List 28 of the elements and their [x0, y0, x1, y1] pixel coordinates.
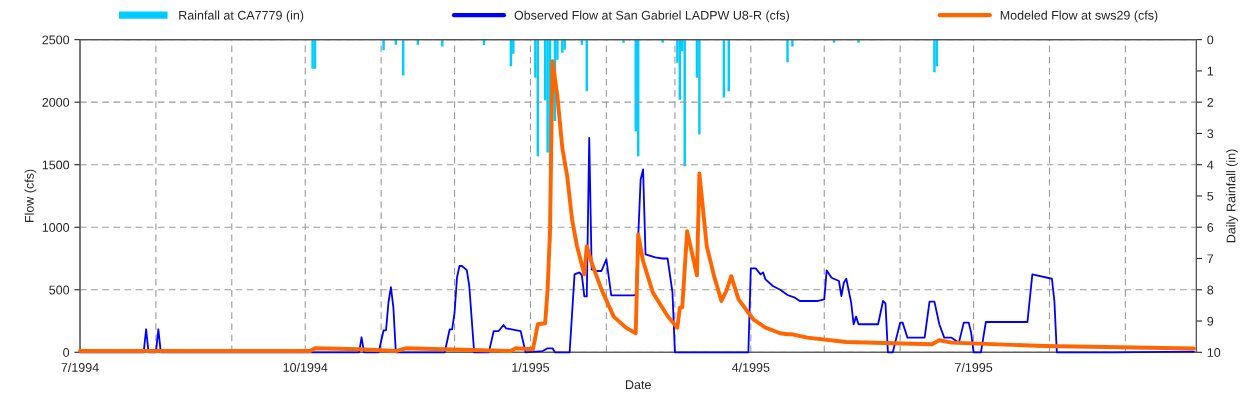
y-tick-label: 2500	[42, 35, 70, 45]
x-tick-label: 7/1995	[955, 362, 993, 372]
y-tick-label: 2000	[42, 97, 70, 107]
y2-tick-label: 6	[1207, 223, 1214, 232]
y2-axis-title: Daily Rainfall (in)	[1226, 149, 1238, 243]
y-tick-label: 1000	[42, 223, 70, 232]
y-tick-label: 1500	[42, 160, 70, 170]
x-tick-label: 7/1994	[61, 362, 99, 372]
legend-label: Rainfall at CA7779 (in)	[179, 10, 304, 23]
y-axis-title: Flow (cfs)	[24, 169, 37, 223]
y2-tick-label: 7	[1207, 254, 1214, 264]
y2-tick-label: 5	[1207, 191, 1214, 201]
x-tick-label: 10/1994	[283, 362, 328, 372]
y2-tick-label: 2	[1207, 97, 1214, 107]
y2-tick-label: 3	[1207, 129, 1214, 139]
y-tick-label: 500	[49, 285, 70, 295]
y2-tick-label: 9	[1207, 316, 1214, 326]
y2-tick-label: 4	[1207, 160, 1214, 170]
y2-tick-label: 8	[1207, 285, 1214, 295]
y2-tick-label: 1	[1207, 66, 1214, 76]
y2-tick-label: 10	[1207, 348, 1221, 357]
legend-label: Observed Flow at San Gabriel LADPW U8-R (cfs)	[514, 10, 789, 23]
x-tick-label: 4/1995	[731, 362, 770, 372]
legend-label: Modeled Flow at sws29 (cfs)	[1000, 10, 1158, 23]
y-tick-label: 0	[63, 348, 70, 357]
y2-tick-label: 0	[1207, 35, 1214, 45]
x-tick-label: 1/1995	[512, 362, 550, 372]
x-axis-title: Date	[626, 380, 651, 390]
